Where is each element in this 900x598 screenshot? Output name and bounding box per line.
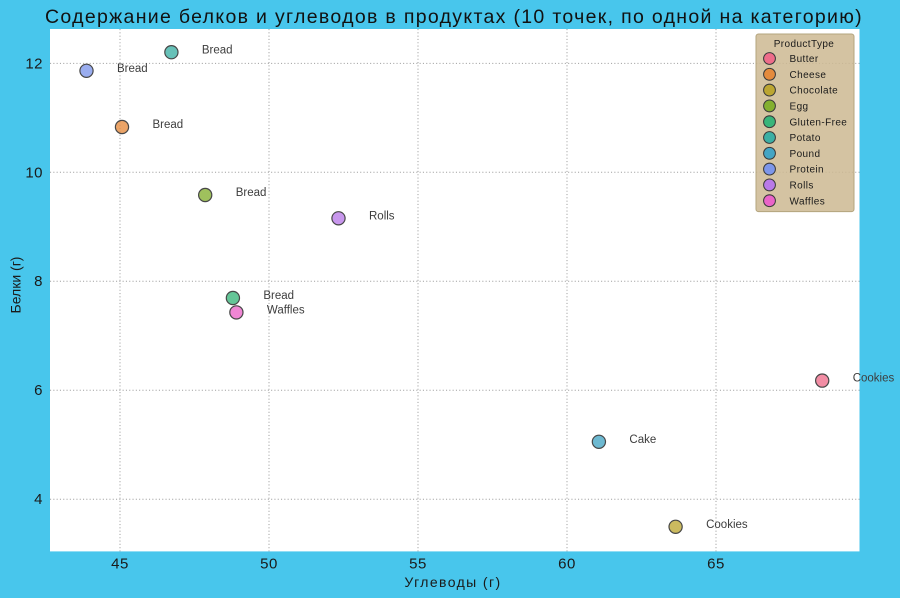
svg-text:8: 8: [34, 273, 43, 290]
svg-text:6: 6: [34, 382, 43, 399]
svg-text:Egg: Egg: [790, 102, 809, 113]
svg-text:Protein: Protein: [790, 165, 825, 176]
svg-text:Butter: Butter: [790, 54, 819, 65]
svg-text:Rolls: Rolls: [790, 181, 814, 192]
svg-text:Cake: Cake: [629, 434, 656, 446]
svg-text:Bread: Bread: [236, 187, 267, 199]
svg-text:50: 50: [260, 556, 278, 573]
svg-text:Chocolate: Chocolate: [790, 86, 839, 97]
svg-text:Bread: Bread: [117, 63, 148, 75]
svg-text:ProductType: ProductType: [774, 39, 835, 50]
svg-text:Cookies: Cookies: [706, 519, 748, 531]
svg-text:Cheese: Cheese: [790, 70, 827, 81]
svg-text:Содержание белков и углеводов: Содержание белков и углеводов в продукта…: [45, 6, 863, 28]
svg-text:Bread: Bread: [153, 119, 184, 131]
svg-text:Waffles: Waffles: [267, 305, 305, 317]
svg-text:Waffles: Waffles: [790, 196, 826, 207]
svg-text:Gluten-Free: Gluten-Free: [790, 117, 848, 128]
svg-text:60: 60: [558, 556, 576, 573]
svg-text:45: 45: [111, 556, 129, 573]
svg-text:12: 12: [25, 55, 43, 72]
svg-text:4: 4: [34, 491, 43, 508]
svg-text:Cookies: Cookies: [853, 373, 895, 385]
svg-text:Pound: Pound: [790, 149, 821, 160]
svg-text:Белки (г): Белки (г): [8, 257, 24, 314]
svg-text:Углеводы (г): Углеводы (г): [404, 574, 501, 590]
svg-text:Bread: Bread: [263, 290, 294, 302]
svg-text:55: 55: [409, 556, 427, 573]
svg-text:65: 65: [707, 556, 725, 573]
svg-text:10: 10: [25, 164, 43, 181]
svg-text:Bread: Bread: [202, 44, 233, 56]
svg-text:Rolls: Rolls: [369, 210, 395, 222]
svg-text:Potato: Potato: [790, 133, 821, 144]
